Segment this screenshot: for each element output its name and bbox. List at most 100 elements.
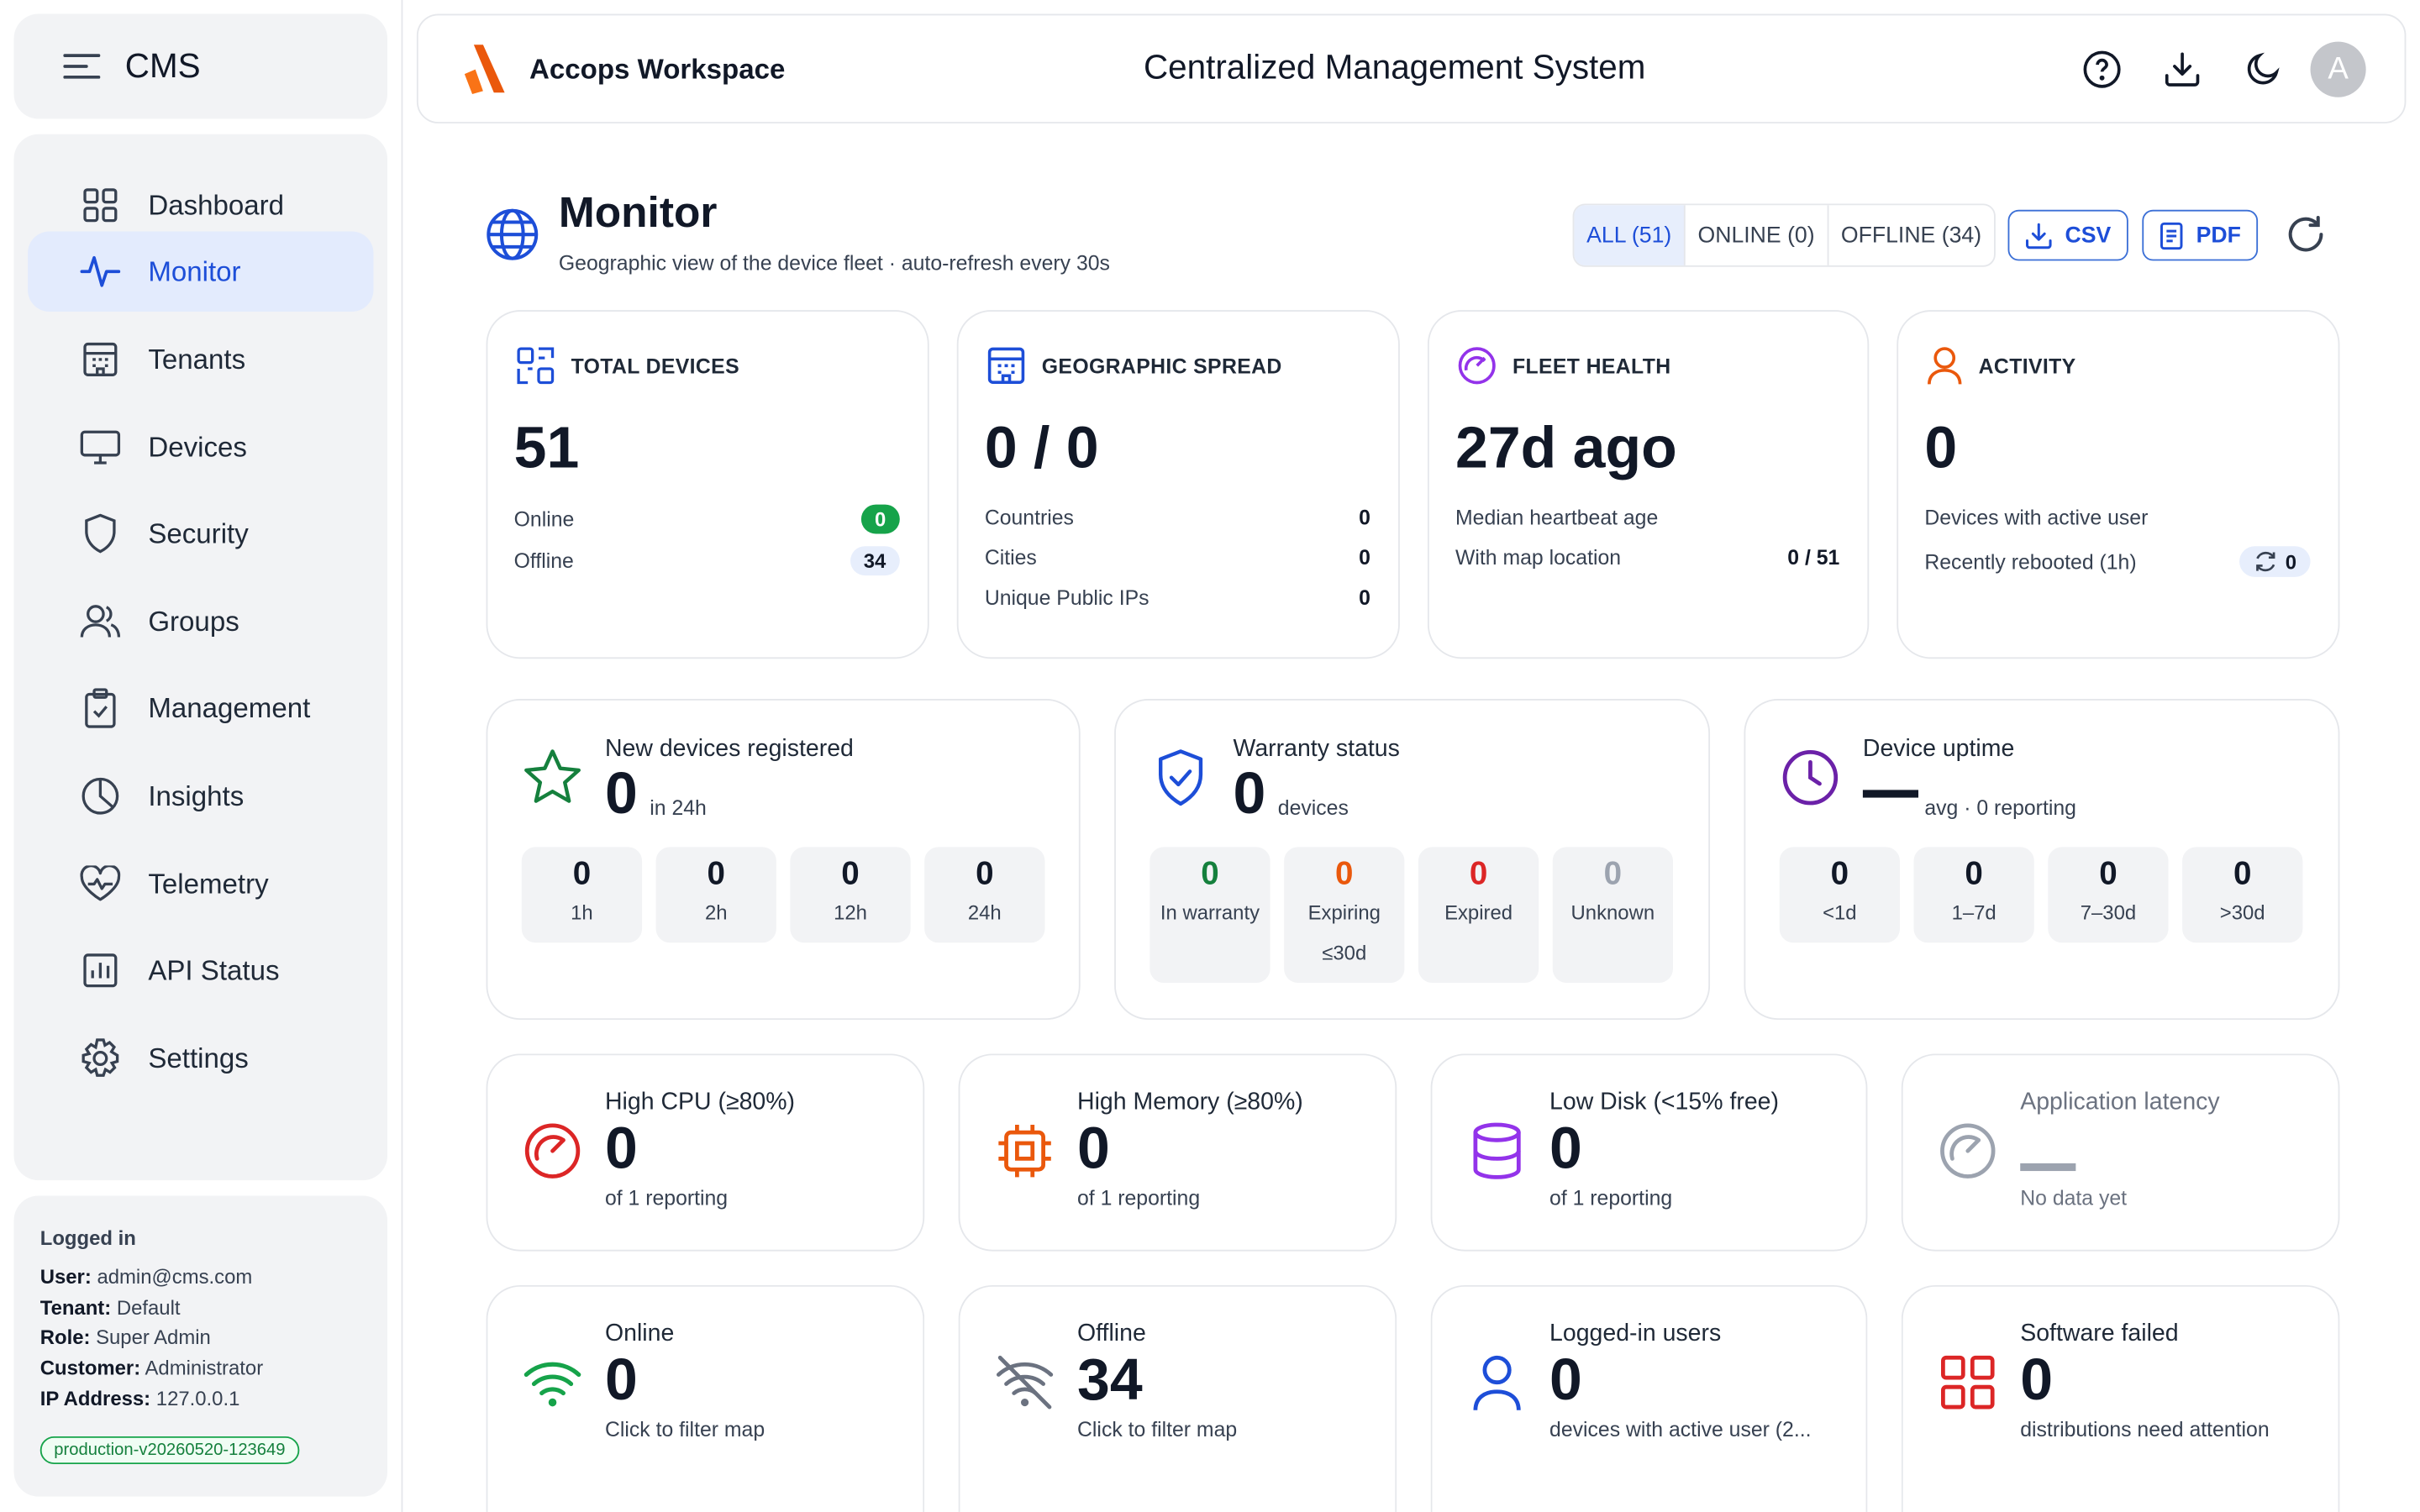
cities-row: Cities 0: [984, 546, 1370, 570]
dark-mode-icon[interactable]: [2239, 46, 2286, 92]
sidebar-item-label: Dashboard: [148, 188, 285, 220]
sidebar-item-label: Tenants: [148, 343, 246, 375]
tile[interactable]: 0 <1d: [1779, 847, 1900, 943]
online-card[interactable]: Online 0 Click to filter map: [486, 1284, 925, 1512]
gauge-icon: [522, 1120, 583, 1181]
uptime-value: [1862, 759, 1919, 826]
new-devices-tiles: 0 1h 0 2h 0 12h 0 24h: [521, 847, 1045, 943]
pdf-label: PDF: [2196, 223, 2241, 248]
uptime-card: Device uptime avg · 0 reporting 0 <1d 0 1–…: [1744, 699, 2340, 1021]
tile[interactable]: 0 1h: [521, 847, 643, 943]
wifi-icon: [522, 1352, 583, 1413]
monitor-icon: [80, 428, 121, 468]
low-disk-card[interactable]: Low Disk (<15% free) 0 of 1 reporting: [1430, 1053, 1868, 1252]
card-header: GEOGRAPHIC SPREAD: [986, 345, 1282, 386]
active-user-row: Devices with active user: [1924, 506, 2149, 529]
card-header: FLEET HEALTH: [1457, 345, 1671, 386]
high-memory-card[interactable]: High Memory (≥80%) 0 of 1 reporting: [958, 1053, 1397, 1252]
sidebar-item-label: Insights: [148, 780, 245, 811]
offline-card[interactable]: Offline 34 Click to filter map: [958, 1284, 1397, 1512]
page-title: Centralized Management System: [1143, 47, 1646, 87]
card-title: Low Disk (<15% free): [1549, 1089, 1779, 1116]
sidebar-divider: [401, 0, 403, 1512]
software-failed-card[interactable]: Software failed 0 distributions need att…: [1901, 1284, 2340, 1512]
sidebar-item-dashboard[interactable]: Dashboard: [28, 165, 373, 246]
tile[interactable]: 0 Unknown: [1552, 847, 1673, 983]
refresh-icon[interactable]: [2284, 213, 2327, 255]
clock-icon: [1780, 747, 1841, 808]
card-header: TOTAL DEVICES: [515, 345, 739, 386]
menu-icon[interactable]: [63, 48, 101, 85]
activity-value: 0: [1924, 416, 1958, 482]
sidebar-item-api-status[interactable]: API Status: [28, 931, 373, 1011]
card-value: 0: [1549, 1116, 1582, 1182]
tile[interactable]: 0 7–30d: [2048, 847, 2169, 943]
monitor-subtitle: Geographic view of the device fleet · au…: [558, 251, 1110, 275]
card-subtitle: of 1 reporting: [1077, 1186, 1201, 1210]
sidebar-item-label: Security: [148, 517, 249, 549]
export-pdf-button[interactable]: PDF: [2142, 209, 2259, 261]
tile[interactable]: 0 In warranty: [1150, 847, 1270, 983]
sidebar-item-tenants[interactable]: Tenants: [28, 319, 373, 400]
database-icon: [1466, 1120, 1528, 1181]
card-subtitle: Click to filter map: [604, 1417, 765, 1441]
sidebar-item-management[interactable]: Management: [28, 668, 373, 748]
tile[interactable]: 0 Expiring ≤30d: [1284, 847, 1405, 983]
offline-badge: 34: [850, 546, 900, 576]
customer-row: Customer: Administrator: [39, 1356, 264, 1380]
sidebar-item-label: Devices: [148, 431, 247, 463]
tile[interactable]: 0 12h: [790, 847, 911, 943]
card-title: High Memory (≥80%): [1077, 1089, 1303, 1116]
star-icon: [522, 747, 583, 808]
export-csv-button[interactable]: CSV: [2007, 209, 2128, 261]
card-label: TOTAL DEVICES: [571, 354, 740, 378]
top-header: Accops Workspace Centralized Management …: [416, 13, 2407, 123]
app-latency-card[interactable]: Application latency No data yet: [1901, 1053, 2340, 1252]
online-row: Online 0: [514, 504, 900, 534]
filter-offline[interactable]: OFFLINE (34): [1840, 223, 1982, 248]
tile[interactable]: 0 Expired: [1418, 847, 1539, 983]
download-icon[interactable]: [2160, 46, 2206, 92]
sidebar-item-groups[interactable]: Groups: [28, 581, 373, 662]
filter-online[interactable]: ONLINE (0): [1686, 205, 1829, 265]
help-icon[interactable]: [2079, 46, 2125, 92]
sidebar-item-devices[interactable]: Devices: [28, 407, 373, 488]
devices-qr-icon: [517, 347, 555, 385]
high-cpu-card[interactable]: High CPU (≥80%) 0 of 1 reporting: [486, 1053, 925, 1252]
geographic-spread-card: GEOGRAPHIC SPREAD 0 / 0 Countries 0 Citie…: [956, 310, 1400, 659]
download-icon: [2025, 222, 2052, 249]
sidebar-item-label: API Status: [148, 953, 280, 985]
tile[interactable]: 0 1–7d: [1913, 847, 2034, 943]
globe-icon: [485, 207, 540, 262]
sidebar-item-insights[interactable]: Insights: [28, 756, 373, 837]
sidebar-item-label: Groups: [148, 605, 239, 637]
offline-row: Offline 34: [514, 546, 900, 576]
tile[interactable]: 0 2h: [655, 847, 776, 943]
activity-icon: [80, 251, 121, 291]
app-title: CMS: [124, 46, 201, 86]
fleet-health-value: 27d ago: [1455, 416, 1677, 482]
building-icon: [987, 347, 1025, 384]
clipboard-icon: [81, 688, 121, 728]
logged-in-users-card[interactable]: Logged-in users 0 devices with active us…: [1430, 1284, 1868, 1512]
sidebar-item-security[interactable]: Security: [28, 494, 373, 575]
warranty-card: Warranty status 0 devices 0 In warranty 0…: [1114, 699, 1711, 1021]
sidebar-item-monitor[interactable]: Monitor: [28, 231, 374, 312]
ips-row: Unique Public IPs 0: [984, 585, 1370, 610]
users-icon: [80, 601, 121, 642]
tile[interactable]: 0 >30d: [2182, 847, 2303, 943]
avatar[interactable]: A: [2310, 41, 2366, 97]
total-devices-value: 51: [513, 416, 580, 482]
card-title: Offline: [1077, 1320, 1146, 1347]
sidebar-item-label: Management: [148, 691, 311, 723]
sidebar-item-telemetry[interactable]: Telemetry: [28, 844, 373, 925]
tile[interactable]: 0 24h: [924, 847, 1045, 943]
card-subtitle: of 1 reporting: [1549, 1186, 1673, 1210]
rebooted-value: 0: [2285, 549, 2297, 574]
csv-label: CSV: [2065, 223, 2112, 248]
sidebar-item-settings[interactable]: Settings: [28, 1018, 373, 1099]
card-label: FLEET HEALTH: [1512, 354, 1671, 378]
card-label: GEOGRAPHIC SPREAD: [1041, 354, 1282, 378]
filter-all[interactable]: ALL (51): [1574, 205, 1686, 265]
sidebar-header: CMS: [13, 13, 388, 119]
